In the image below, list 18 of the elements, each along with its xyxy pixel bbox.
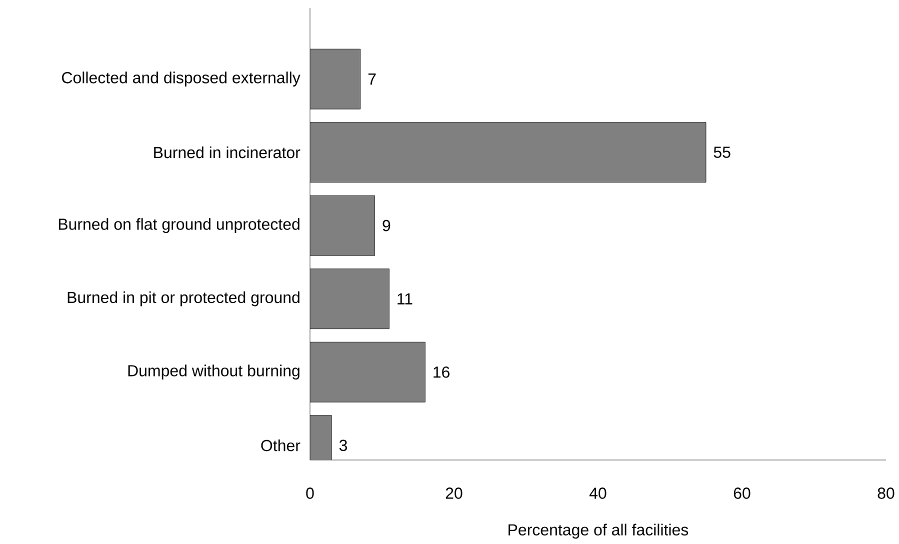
y-tick-label: Other <box>261 439 300 452</box>
y-tick-label: Burned in incinerator <box>154 146 300 158</box>
y-tick-label: Dumped without burning <box>128 364 300 380</box>
x-tick-label: 0 <box>306 488 314 499</box>
data-label: 11 <box>398 293 412 304</box>
x-tick-label: 40 <box>589 488 606 499</box>
x-tick-label: 80 <box>878 488 894 499</box>
y-tick-label: Collected and disposed externally <box>62 72 300 87</box>
y-tick-label: Burned in pit or protected ground <box>68 291 300 306</box>
x-axis-title: Percentage of all facilities <box>508 524 688 539</box>
data-label: 3 <box>339 440 347 452</box>
data-label: 7 <box>368 74 376 85</box>
y-tick-label: Burned on flat ground unprotected <box>58 218 300 234</box>
x-tick-label: 20 <box>446 488 462 499</box>
data-label: 16 <box>434 366 450 378</box>
data-label: 55 <box>714 146 730 158</box>
data-label: 9 <box>382 220 390 232</box>
x-tick-label: 60 <box>734 488 750 499</box>
